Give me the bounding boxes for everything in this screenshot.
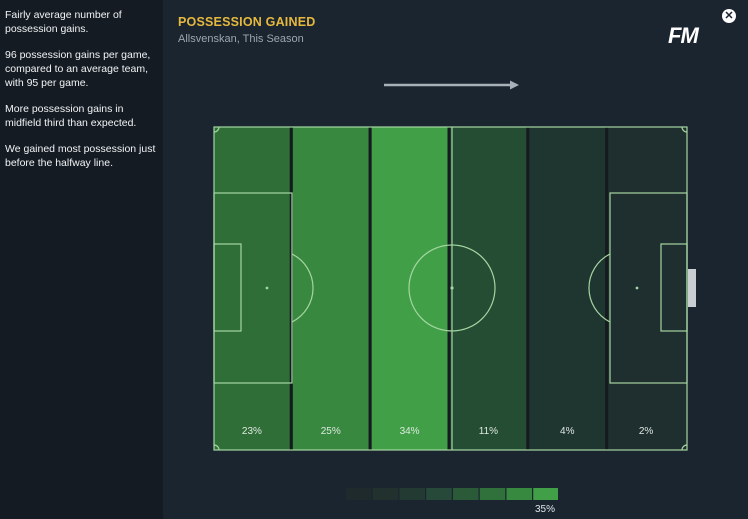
heatmap-zone [608,127,687,450]
right-goal [688,269,696,307]
scale-swatch [346,488,372,500]
page-title: POSSESSION GAINED [178,15,316,29]
scale-swatch [506,488,532,500]
scale-max-label: 35% [535,504,556,515]
zone-value-label: 4% [560,426,575,437]
zone-value-label: 2% [639,426,654,437]
heatmap-zone [292,127,369,450]
insight-text: We gained most possession just before th… [5,143,156,169]
zone-value-label: 34% [400,426,420,437]
color-scale-legend [346,488,558,500]
scale-swatch [426,488,452,500]
insight-text: More possession gains in midfield third … [5,103,137,129]
zone-value-label: 23% [242,426,262,437]
scale-swatch [533,488,558,500]
insights-sidebar: Fairly average number of possession gain… [0,0,163,519]
scale-swatch [453,488,479,500]
heatmap-zone [214,127,290,450]
page-subtitle: Allsvenskan, This Season [178,33,304,45]
insight-text: 96 possession gains per game, compared t… [5,49,151,89]
insight-text: Fairly average number of possession gain… [5,9,122,35]
zone-value-label: 11% [479,426,498,437]
scale-swatch [479,488,506,500]
arrow-right-icon [384,80,519,90]
heatmap-zone [529,127,606,450]
main-panel: POSSESSION GAINED Allsvenskan, This Seas… [163,0,748,519]
scale-swatch [372,488,399,500]
scale-swatch [399,488,425,500]
heatmap-zone [450,127,527,450]
close-icon: ✕ [724,10,734,22]
fm-logo: FM [668,23,699,48]
close-button[interactable]: ✕ [722,9,736,23]
zone-value-label: 25% [321,426,341,437]
pitch-heatmap: 23% 25% 34% 11% 4% 2% [213,126,696,451]
